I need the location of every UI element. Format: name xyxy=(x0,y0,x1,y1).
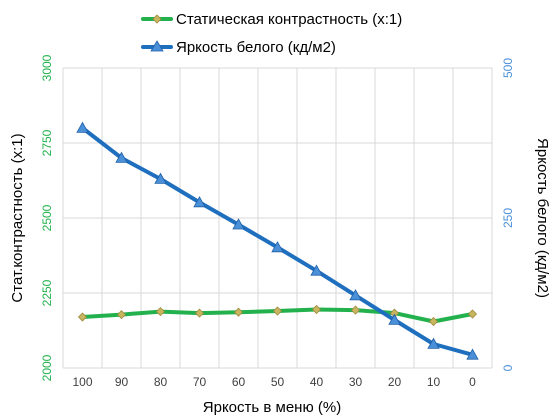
data-point-diamond xyxy=(272,306,283,316)
data-point-triangle xyxy=(310,264,323,276)
data-point-diamond xyxy=(311,304,322,315)
left-tick-label: 2000 xyxy=(40,354,54,381)
series-1 xyxy=(77,304,478,327)
left-tick-label: 2250 xyxy=(40,279,54,306)
left-tick-label: 2500 xyxy=(40,204,54,231)
data-point-triangle xyxy=(427,337,440,349)
x-tick-label: 30 xyxy=(349,375,363,389)
left-tick-label: 2750 xyxy=(40,129,54,156)
legend-item-1: Статическая контрастность (x:1) xyxy=(141,11,402,28)
x-axis-title: Яркость в меню (%) xyxy=(203,399,341,416)
legend-triangle-icon xyxy=(150,40,164,52)
data-point-diamond xyxy=(116,310,127,320)
right-tick-label: 0 xyxy=(501,364,515,371)
left-axis-ticks: 3000 2750 2500 2250 2000 xyxy=(40,54,54,381)
x-tick-label: 0 xyxy=(469,375,476,389)
x-tick-label: 80 xyxy=(154,375,168,389)
data-point-diamond xyxy=(350,305,361,315)
series-2 xyxy=(76,121,479,360)
data-point-diamond xyxy=(467,309,478,319)
x-tick-label: 60 xyxy=(232,375,246,389)
right-tick-label: 250 xyxy=(501,208,515,228)
x-tick-label: 70 xyxy=(193,375,207,389)
data-point-diamond xyxy=(428,316,439,327)
legend-label: Яркость белого (кд/м2) xyxy=(176,39,336,56)
data-point-triangle xyxy=(115,151,128,163)
x-axis-ticks: 100 90 80 70 60 50 40 30 20 10 0 xyxy=(72,375,476,389)
data-point-triangle xyxy=(349,289,362,301)
legend: Статическая контрастность (x:1) Яркость б… xyxy=(141,11,402,56)
x-tick-label: 10 xyxy=(427,375,441,389)
series-layer xyxy=(76,121,479,360)
data-point-triangle xyxy=(154,172,167,184)
gridlines xyxy=(62,67,493,369)
x-tick-label: 100 xyxy=(72,375,92,389)
right-axis-title: Яркость белого (кд/м2) xyxy=(534,138,551,298)
x-tick-label: 50 xyxy=(271,375,285,389)
data-point-diamond xyxy=(77,312,88,322)
data-point-triangle xyxy=(193,196,206,208)
data-point-diamond xyxy=(233,307,244,317)
legend-item-2: Яркость белого (кд/м2) xyxy=(141,39,336,56)
legend-diamond-icon xyxy=(152,14,162,24)
data-point-triangle xyxy=(76,121,89,133)
x-tick-label: 90 xyxy=(115,375,129,389)
data-point-diamond xyxy=(194,308,205,318)
x-tick-label: 20 xyxy=(388,375,402,389)
legend-label: Статическая контрастность (x:1) xyxy=(176,11,402,28)
data-point-triangle xyxy=(232,218,245,230)
data-point-triangle xyxy=(271,241,284,253)
data-point-diamond xyxy=(155,307,166,317)
data-point-triangle xyxy=(388,313,401,325)
x-tick-label: 40 xyxy=(310,375,324,389)
left-axis-title: Стат.контрастность (x:1) xyxy=(9,133,26,302)
left-tick-label: 3000 xyxy=(40,54,54,81)
data-point-triangle xyxy=(466,348,479,360)
right-axis-ticks: 500 250 0 xyxy=(501,58,515,372)
right-tick-label: 500 xyxy=(501,58,515,78)
